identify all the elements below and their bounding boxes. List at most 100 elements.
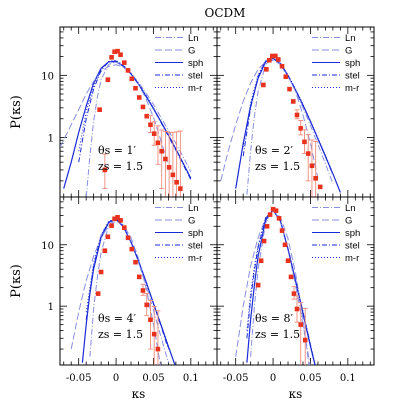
curve-G <box>70 220 161 365</box>
figure-title: OCDM <box>205 6 246 20</box>
data-point <box>317 184 323 190</box>
annotation-zs: zs = 1.5 <box>255 160 300 173</box>
data-point <box>140 104 146 110</box>
curve-stel <box>246 209 316 365</box>
data-point <box>109 55 114 60</box>
legend-label-Ln: Ln <box>188 33 199 44</box>
data-points <box>261 53 323 197</box>
data-point <box>136 95 142 100</box>
data-point <box>109 223 114 228</box>
data-point <box>283 74 289 80</box>
y-tick-label: 1 <box>48 302 54 313</box>
x-tick-label: 0.05 <box>299 373 321 384</box>
legend-label-sph: sph <box>345 228 360 239</box>
data-point <box>170 172 176 178</box>
y-axis-label: P(κs) <box>9 264 24 298</box>
data-point <box>102 248 108 254</box>
data-point <box>148 317 153 323</box>
data-point <box>125 68 131 73</box>
data-point <box>258 258 264 264</box>
data-point <box>112 49 117 55</box>
x-tick-label: 0 <box>270 373 276 384</box>
x-axis-label: κs <box>132 387 146 401</box>
legend-label-m-r: m-r <box>188 83 202 94</box>
annotation-zs: zs = 1.5 <box>255 328 300 341</box>
legend-label-m-r: m-r <box>188 253 202 264</box>
legend-label-G: G <box>188 46 195 57</box>
legend-label-stel: stel <box>345 241 360 252</box>
annotation-theta: θs = 2′ <box>255 144 293 157</box>
curve-stel <box>78 60 192 180</box>
data-point <box>302 337 308 343</box>
data-point <box>298 322 304 327</box>
data-point <box>270 53 275 59</box>
data-point <box>273 53 278 59</box>
annotation-theta: θs = 8′ <box>255 312 293 325</box>
data-point <box>267 212 273 217</box>
data-point <box>133 259 138 265</box>
legend-label-G: G <box>345 46 352 57</box>
data-point <box>276 57 281 62</box>
data-point <box>291 291 297 296</box>
legend-label-m-r: m-r <box>345 83 359 94</box>
legend-label-sph: sph <box>188 58 203 69</box>
x-tick-label: -0.05 <box>66 373 92 384</box>
data-point <box>159 148 164 154</box>
x-axis-label: κs <box>289 387 303 401</box>
x-tick-label: 0.1 <box>340 373 356 384</box>
legend-label-stel: stel <box>345 71 360 82</box>
data-point <box>129 76 135 82</box>
data-point <box>305 151 311 156</box>
y-tick-label: 10 <box>41 71 54 82</box>
data-point <box>276 215 282 221</box>
data-point <box>288 274 294 280</box>
curve-G <box>60 64 169 166</box>
x-tick-label: 0.05 <box>142 373 164 384</box>
data-point <box>148 122 153 128</box>
curve-m-r <box>78 59 192 179</box>
data-point <box>125 235 131 241</box>
legend-label-Ln: Ln <box>345 203 356 214</box>
x-tick-label: -0.05 <box>223 373 249 384</box>
data-point <box>144 302 150 308</box>
x-tick-label: 0 <box>113 373 119 384</box>
data-point <box>298 126 304 131</box>
data-point <box>302 139 307 145</box>
data-point <box>174 179 179 185</box>
data-point <box>264 223 270 229</box>
y-tick-label: 10 <box>41 241 54 252</box>
data-point <box>105 77 111 83</box>
data-point <box>105 234 111 240</box>
data-point <box>112 216 117 222</box>
data-point <box>313 176 318 181</box>
data-point <box>144 113 150 119</box>
data-point <box>166 165 172 170</box>
data-points <box>95 215 161 365</box>
data-point <box>309 163 315 169</box>
data-point <box>136 274 142 280</box>
data-point <box>261 238 267 244</box>
data-point <box>115 215 120 220</box>
annotation-theta: θs = 1′ <box>98 144 136 157</box>
legend-label-Ln: Ln <box>345 33 356 44</box>
data-point <box>287 86 292 92</box>
data-point <box>294 112 300 118</box>
annotation-zs: zs = 1.5 <box>98 160 143 173</box>
data-point <box>98 269 104 275</box>
y-axis-label: P(κs) <box>9 95 24 129</box>
data-point <box>121 60 127 65</box>
data-point <box>279 228 285 233</box>
data-point <box>121 225 127 230</box>
data-point <box>129 246 135 252</box>
data-point <box>267 57 272 63</box>
data-point <box>95 291 101 296</box>
data-point <box>97 107 102 112</box>
curve-sph <box>81 218 176 365</box>
